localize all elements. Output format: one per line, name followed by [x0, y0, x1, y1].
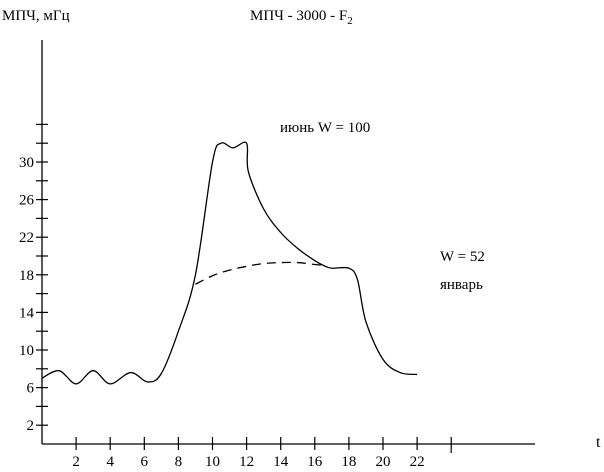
x-tick-label: 10: [205, 454, 220, 470]
x-axis-label: t: [596, 434, 601, 451]
chart-title-subscript: 2: [347, 15, 353, 27]
x-tick-label: 14: [273, 454, 289, 470]
series-line-june: [41, 141, 418, 385]
y-tick-label: 2: [27, 418, 35, 434]
x-tick-label: 12: [239, 454, 254, 470]
y-tick-label: 26: [19, 193, 35, 209]
y-tick-label: 18: [19, 268, 34, 284]
chart-title-main: МПЧ - 3000 - F: [250, 8, 347, 24]
chart-title: МПЧ - 3000 - F2: [250, 8, 353, 27]
series-group: [41, 141, 418, 385]
y-tick-label: 6: [27, 381, 35, 397]
x-tick-label: 16: [307, 454, 323, 470]
x-tick-label: 8: [175, 454, 183, 470]
y-tick-label: 30: [19, 155, 34, 171]
series-line-january: [195, 261, 324, 285]
y-axis-label: МПЧ, мГц: [2, 8, 70, 24]
x-tick-label: 2: [72, 454, 80, 470]
x-tick-label: 20: [376, 454, 391, 470]
y-tick-label: 22: [19, 230, 34, 246]
x-tick-label: 6: [141, 454, 149, 470]
x-tick-label: 4: [106, 454, 114, 470]
annotation-june: июнь W = 100: [280, 120, 370, 136]
y-tick-label: 10: [19, 343, 34, 359]
x-tick-label: 18: [341, 454, 356, 470]
annotation-january: январь: [440, 277, 483, 293]
x-tick-label: 22: [410, 454, 425, 470]
annotation-w52: W = 52: [440, 249, 485, 265]
y-tick-label: 14: [19, 305, 35, 321]
